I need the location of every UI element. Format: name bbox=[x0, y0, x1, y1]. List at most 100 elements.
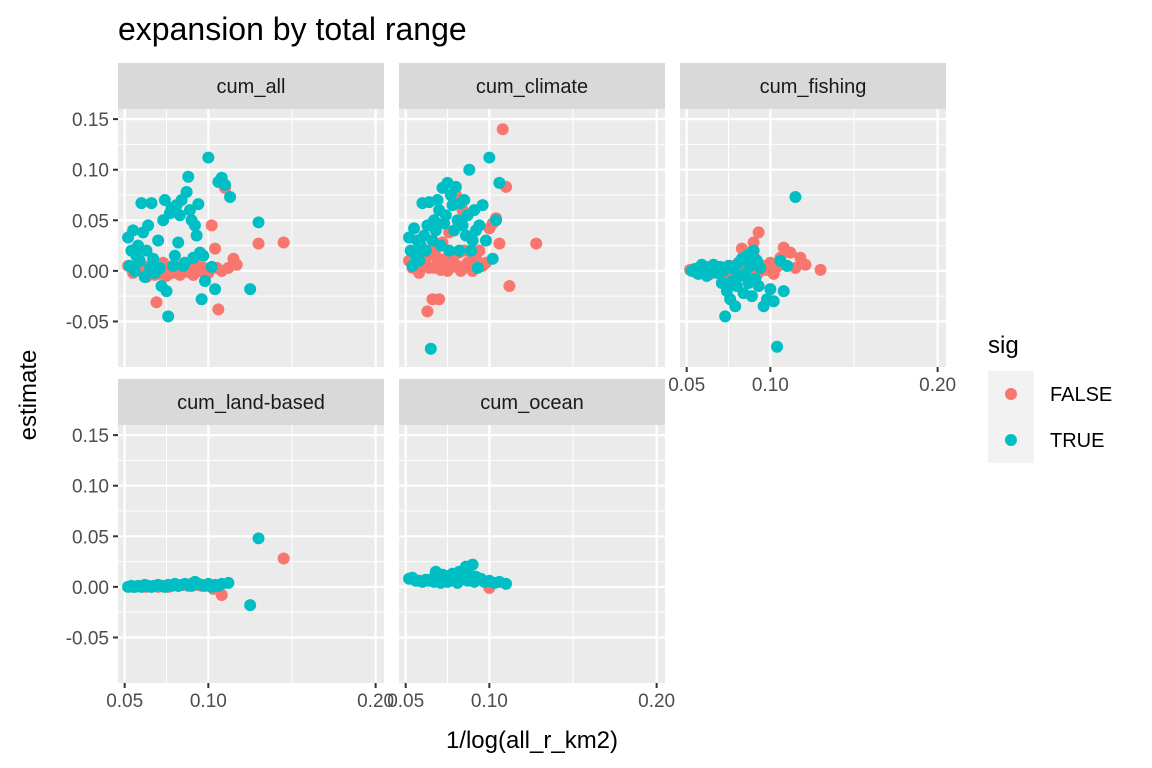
x-tick-label: 0.05 bbox=[387, 691, 424, 712]
data-point-true bbox=[244, 599, 257, 612]
facet-strip bbox=[118, 63, 384, 109]
y-tick-label: 0.15 bbox=[72, 110, 109, 131]
data-point-true bbox=[162, 310, 175, 323]
data-point-true bbox=[205, 260, 218, 273]
data-point-true bbox=[173, 209, 186, 222]
data-points bbox=[403, 123, 543, 355]
data-point-true bbox=[439, 209, 452, 222]
data-point-true bbox=[747, 244, 760, 257]
data-point-true bbox=[431, 194, 444, 207]
data-point-true bbox=[419, 244, 432, 257]
data-point-true bbox=[168, 249, 181, 262]
data-point-true bbox=[180, 185, 193, 198]
legend-title: sig bbox=[988, 332, 1019, 359]
data-point-true bbox=[764, 283, 777, 296]
facet-panel-cum_climate: cum_climate bbox=[399, 63, 665, 367]
data-point-true bbox=[192, 198, 205, 211]
data-point-true bbox=[209, 283, 222, 296]
data-points bbox=[684, 191, 827, 353]
panel-background bbox=[118, 425, 384, 683]
data-point-true bbox=[133, 254, 146, 267]
data-point-true bbox=[202, 151, 215, 164]
data-point-true bbox=[471, 261, 484, 274]
y-tick-label: 0.05 bbox=[72, 527, 109, 548]
data-point-true bbox=[219, 178, 232, 191]
data-point-false bbox=[209, 242, 222, 255]
data-point-true bbox=[466, 234, 479, 247]
legend-key-false bbox=[1005, 388, 1017, 400]
data-point-false bbox=[493, 237, 506, 250]
data-point-true bbox=[789, 191, 802, 204]
legend-key-true bbox=[1005, 434, 1017, 446]
facet-panel-cum_land-based: cum_land-based -0.05 0.00 0.05 0.10 0.15 0.05 0… bbox=[66, 379, 394, 712]
data-points bbox=[122, 532, 290, 612]
legend: sig FALSE TRUE bbox=[988, 332, 1112, 463]
data-point-true bbox=[777, 285, 790, 298]
facet-strip-label: cum_climate bbox=[476, 76, 588, 98]
x-axis-title: 1/log(all_r_km2) bbox=[446, 727, 618, 754]
facet-strip-label: cum_ocean bbox=[480, 392, 583, 414]
data-point-false bbox=[277, 236, 290, 249]
facet-strip bbox=[118, 379, 384, 425]
data-point-true bbox=[466, 558, 479, 571]
x-tick-label: 0.05 bbox=[668, 375, 705, 396]
x-tick-label: 0.05 bbox=[106, 691, 143, 712]
facet-strip bbox=[399, 379, 665, 425]
data-point-true bbox=[252, 532, 265, 545]
data-point-true bbox=[183, 204, 196, 217]
data-point-true bbox=[456, 219, 469, 232]
data-point-true bbox=[158, 194, 171, 207]
y-tick-label: -0.05 bbox=[66, 628, 109, 649]
data-point-true bbox=[152, 234, 165, 247]
data-point-true bbox=[429, 224, 442, 237]
data-point-true bbox=[153, 261, 166, 274]
data-point-true bbox=[464, 244, 477, 257]
data-point-true bbox=[160, 285, 173, 298]
data-point-true bbox=[473, 219, 486, 232]
data-point-false bbox=[421, 305, 434, 318]
data-point-true bbox=[142, 219, 155, 232]
panel-background bbox=[680, 109, 946, 367]
data-point-true bbox=[198, 275, 211, 287]
data-point-true bbox=[147, 252, 160, 265]
y-tick-label: 0.15 bbox=[72, 426, 109, 447]
data-point-true bbox=[135, 197, 148, 210]
y-tick-label: 0.00 bbox=[72, 262, 109, 283]
y-tick-label: 0.00 bbox=[72, 578, 109, 599]
data-point-true bbox=[190, 229, 203, 242]
panel-background bbox=[399, 425, 665, 683]
data-point-true bbox=[479, 234, 492, 247]
y-tick-label: 0.10 bbox=[72, 161, 109, 182]
data-point-false bbox=[530, 237, 543, 250]
data-point-true bbox=[449, 180, 462, 193]
data-point-true bbox=[182, 170, 195, 183]
x-tick-label: 0.20 bbox=[357, 691, 394, 712]
data-point-true bbox=[197, 249, 210, 262]
data-point-true bbox=[188, 219, 201, 232]
data-point-false bbox=[473, 244, 486, 257]
data-point-true bbox=[476, 199, 489, 212]
data-point-false bbox=[814, 263, 827, 276]
data-point-true bbox=[172, 236, 185, 249]
data-point-false bbox=[212, 303, 225, 316]
data-point-true bbox=[413, 254, 426, 267]
facet-strip-label: cum_all bbox=[217, 76, 286, 98]
data-point-false bbox=[496, 123, 509, 136]
data-point-true bbox=[767, 295, 780, 308]
data-point-true bbox=[428, 214, 441, 227]
y-tick-label: 0.10 bbox=[72, 477, 109, 498]
data-point-false bbox=[215, 588, 228, 601]
data-point-true bbox=[493, 176, 506, 189]
data-point-true bbox=[771, 340, 784, 353]
data-point-false bbox=[433, 293, 446, 306]
legend-label-false: FALSE bbox=[1050, 384, 1112, 406]
facet-strip bbox=[680, 63, 946, 109]
data-point-true bbox=[453, 244, 466, 257]
data-point-true bbox=[752, 280, 765, 293]
data-point-false bbox=[752, 226, 765, 239]
data-point-false bbox=[784, 246, 797, 259]
data-point-true bbox=[458, 194, 471, 207]
data-point-true bbox=[145, 197, 158, 210]
y-tick-label: -0.05 bbox=[66, 312, 109, 333]
